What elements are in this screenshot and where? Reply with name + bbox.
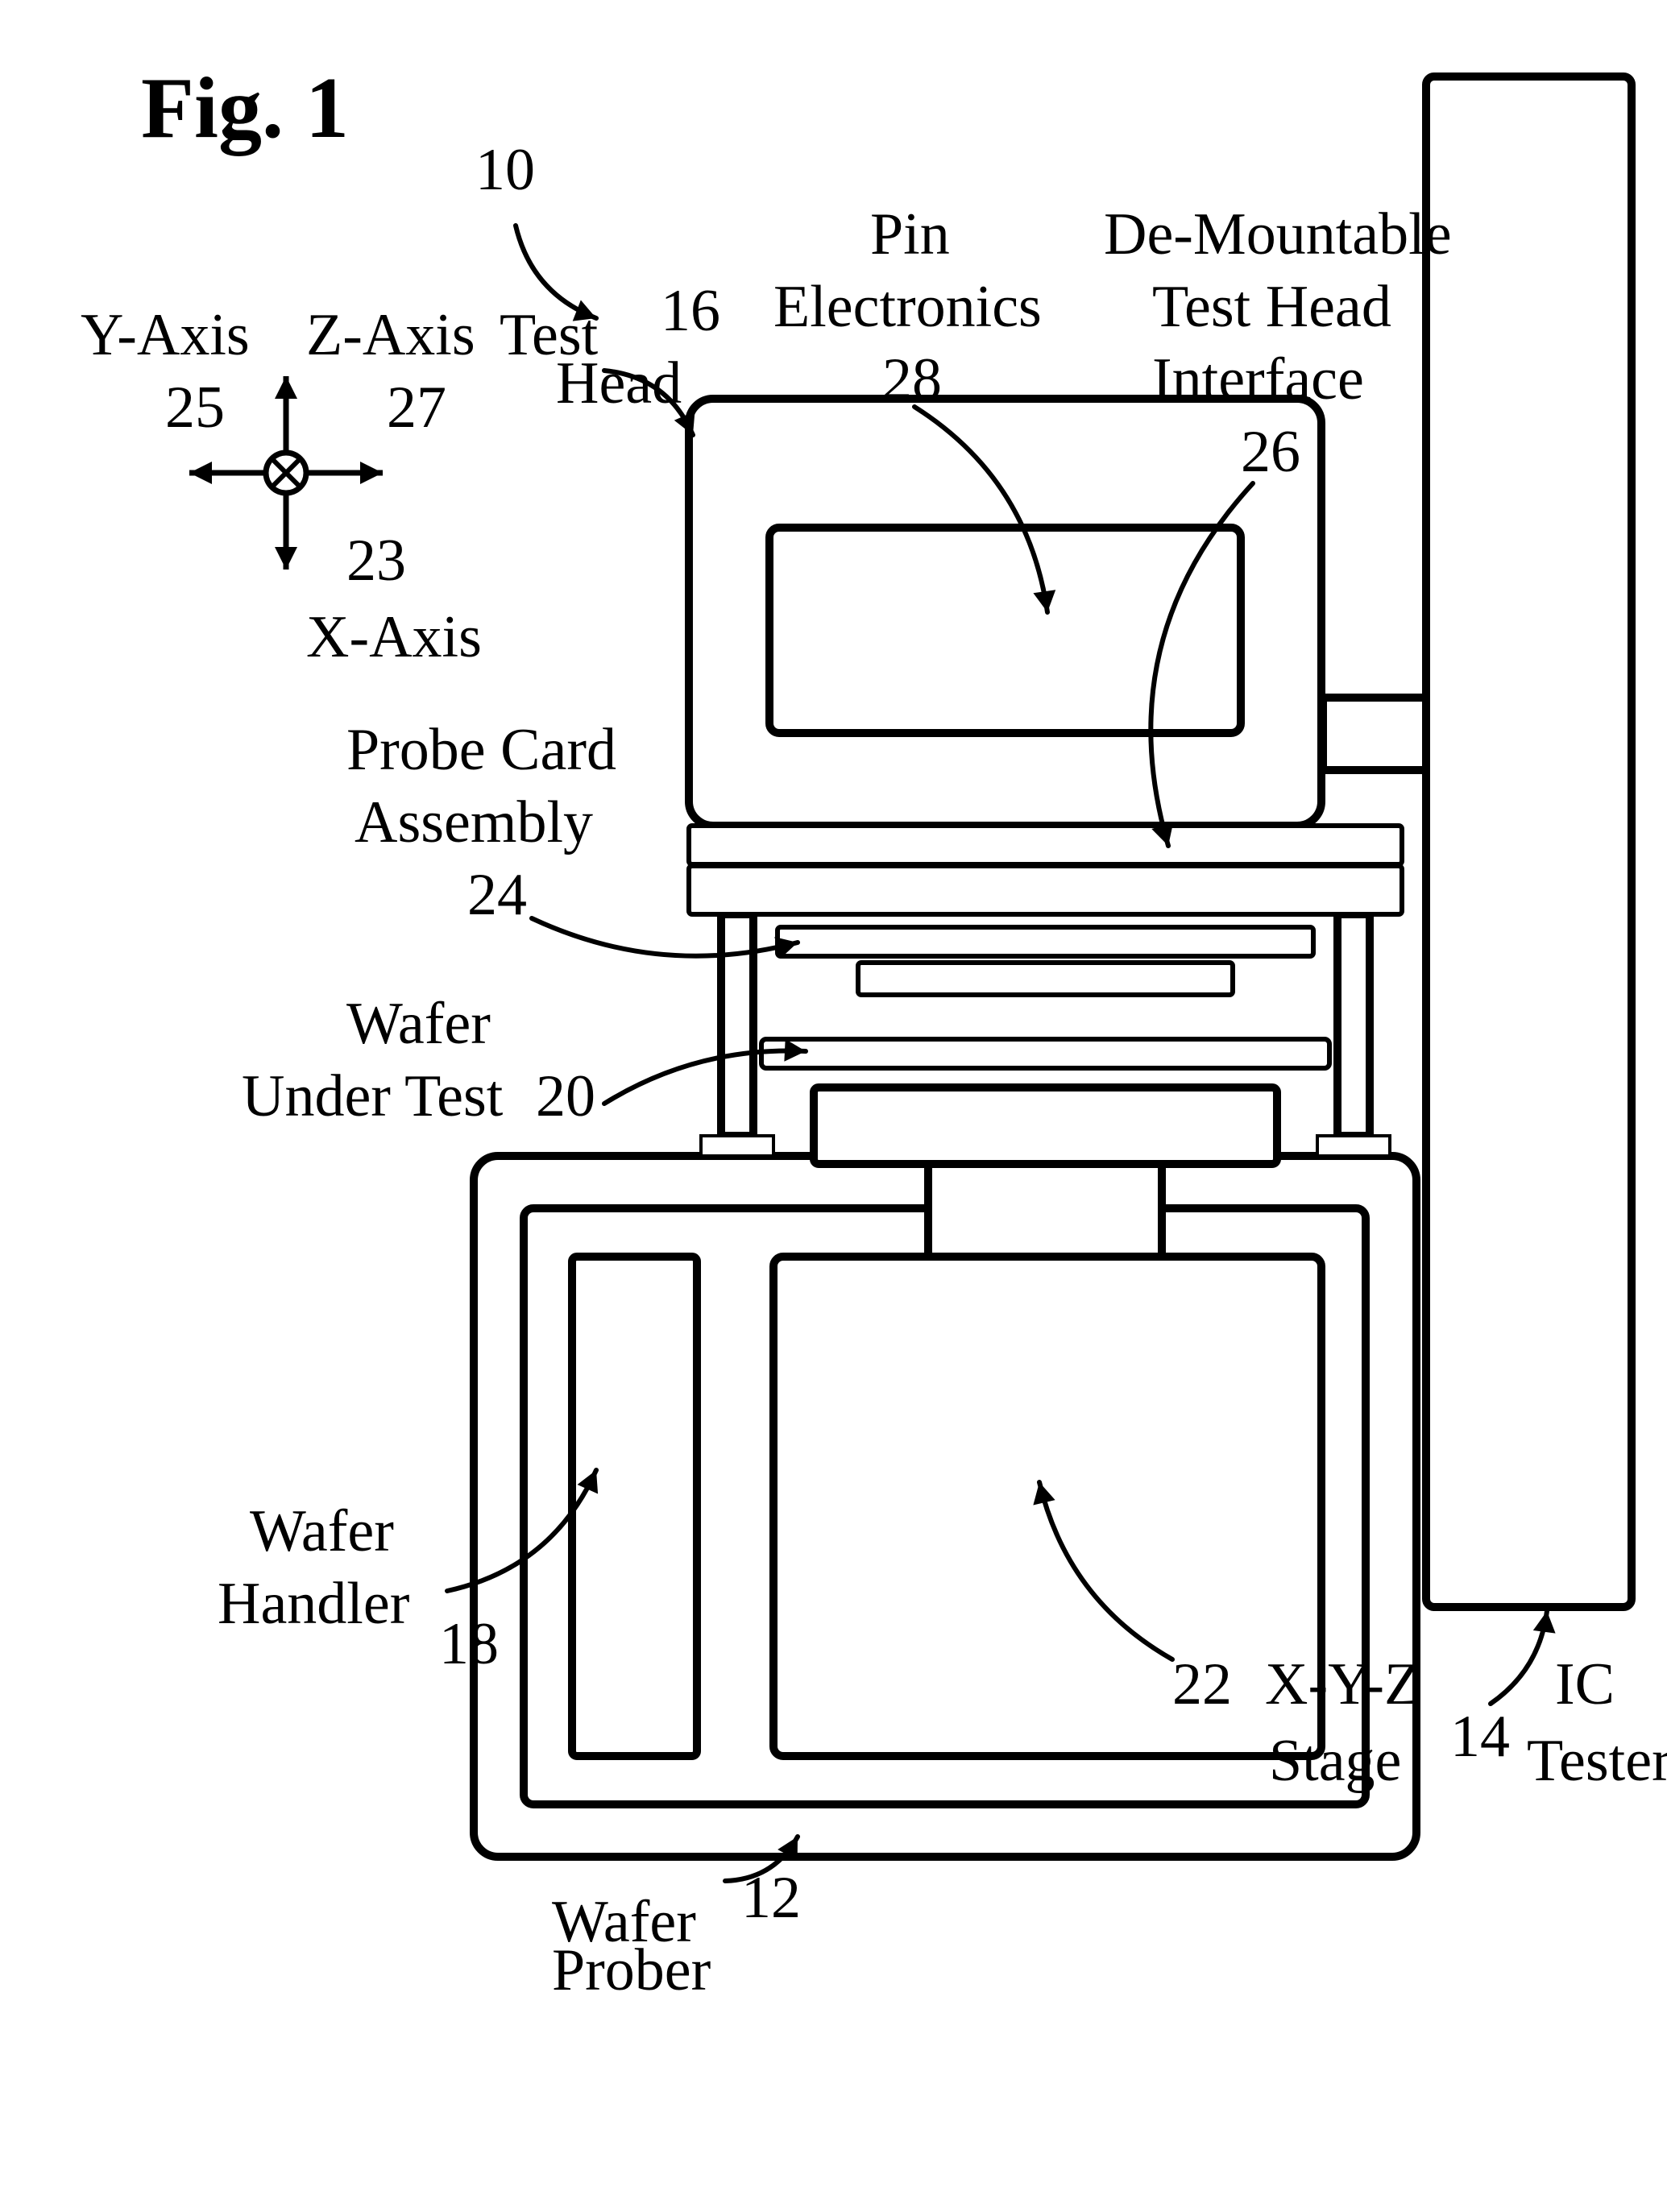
label-y-axis: Y-Axis: [81, 302, 250, 368]
label-25: 25: [165, 375, 225, 441]
label-16: 16: [661, 278, 720, 344]
demount-interface: [689, 826, 1402, 864]
label-27: 27: [387, 375, 446, 441]
label-14: 14: [1450, 1704, 1510, 1770]
lead-24: [532, 918, 798, 956]
label-prober: Prober: [552, 1937, 711, 2003]
ic-tester-box: [1426, 77, 1632, 1607]
label-tester-word: Tester: [1527, 1728, 1667, 1794]
axis-up-head: [275, 376, 297, 399]
wafer-under-test: [761, 1039, 1329, 1068]
label-23: 23: [346, 528, 406, 594]
label-wh-1: Wafer: [250, 1498, 394, 1564]
label-22: 22: [1172, 1651, 1232, 1717]
label-24: 24: [467, 862, 527, 928]
tester-head-connector: [1323, 698, 1426, 770]
axis-down-head: [275, 547, 297, 570]
right-post: [1337, 914, 1370, 1136]
label-ic: IC: [1555, 1651, 1615, 1717]
left-post: [721, 914, 753, 1136]
pin-electronics-slot: [769, 528, 1241, 733]
label-x-axis: X-Axis: [306, 604, 482, 670]
label-xyz: X-Y-Z: [1265, 1651, 1420, 1717]
label-wut-1: Wafer: [346, 991, 491, 1057]
label-demount-1: De-Mountable: [1104, 201, 1452, 267]
wafer-handler-box: [572, 1257, 697, 1756]
label-probe-1: Probe Card: [346, 717, 616, 783]
label-26: 26: [1241, 419, 1300, 485]
label-demount-2: Test Head: [1152, 274, 1391, 340]
label-wh-2: Handler: [218, 1571, 409, 1637]
label-20: 20: [536, 1063, 595, 1129]
label-stage: Stage: [1269, 1728, 1401, 1794]
stage-neck: [928, 1164, 1162, 1257]
label-z-axis: Z-Axis: [306, 302, 475, 368]
left-post-foot: [701, 1136, 773, 1156]
label-demount-3: Interface: [1152, 346, 1364, 412]
axis-right-head: [360, 462, 383, 484]
label-head: Head: [556, 350, 682, 416]
label-28: 28: [882, 346, 942, 412]
label-electronics: Electronics: [773, 274, 1042, 340]
probe-card-inner: [778, 927, 1313, 956]
probe-contact-strip: [858, 963, 1233, 995]
label-pin: Pin: [870, 201, 950, 267]
label-probe-2: Assembly: [355, 789, 593, 855]
label-12: 12: [741, 1865, 801, 1931]
label-10: 10: [475, 137, 535, 203]
label-wut-2: Under Test: [242, 1063, 504, 1129]
stage-chuck: [814, 1087, 1277, 1164]
probe-card-span: [689, 866, 1402, 914]
label-18: 18: [439, 1611, 499, 1677]
right-post-foot: [1317, 1136, 1390, 1156]
figure-title: Fig. 1: [141, 60, 349, 156]
axis-left-head: [189, 462, 212, 484]
